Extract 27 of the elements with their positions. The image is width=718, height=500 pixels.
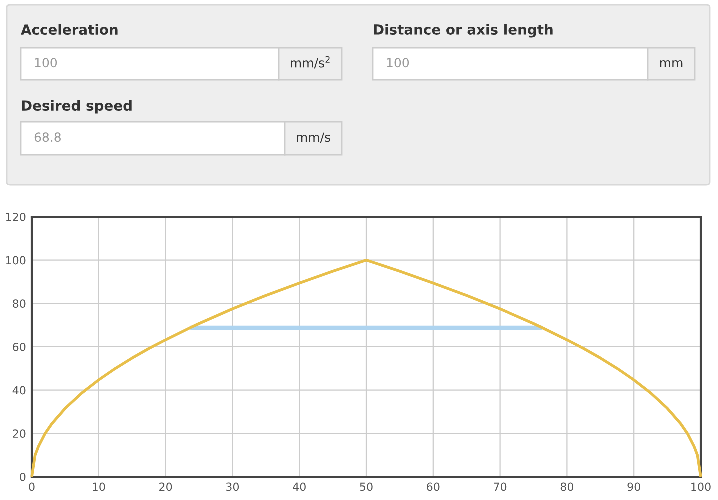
- x-tick-label: 60: [427, 482, 440, 492]
- text: mm/s: [297, 132, 330, 144]
- y-tick-label: 20: [13, 430, 26, 438]
- text: Acceleration: [21, 24, 118, 36]
- x-tick-label: 30: [226, 482, 240, 492]
- y-tick-label: 60: [13, 342, 26, 352]
- x-tick-label: 10: [93, 482, 106, 492]
- y-tick-label: 120: [6, 212, 26, 222]
- text: 100: [35, 58, 58, 68]
- y-tick-label: 0: [20, 472, 26, 482]
- x-tick-label: 20: [160, 482, 172, 492]
- text: Distance or axis length: [374, 24, 553, 38]
- text: mm: [660, 60, 683, 68]
- y-tick-label: 100: [6, 256, 26, 265]
- text: Desired speed: [22, 100, 132, 114]
- x-tick-label: 90: [628, 482, 640, 492]
- x-tick-label: 50: [360, 482, 373, 492]
- y-tick-label: 80: [13, 300, 26, 308]
- text: mm/s$^{2}$: [291, 56, 330, 69]
- x-tick-label: 80: [560, 482, 574, 492]
- x-tick-label: 70: [494, 482, 507, 492]
- x-tick-label: 100: [692, 482, 711, 492]
- text: 100: [387, 58, 410, 68]
- x-tick-label: 40: [293, 482, 306, 492]
- y-tick-label: 40: [12, 386, 26, 395]
- x-tick-label: 0: [29, 482, 35, 492]
- text: 68.8: [34, 132, 61, 142]
